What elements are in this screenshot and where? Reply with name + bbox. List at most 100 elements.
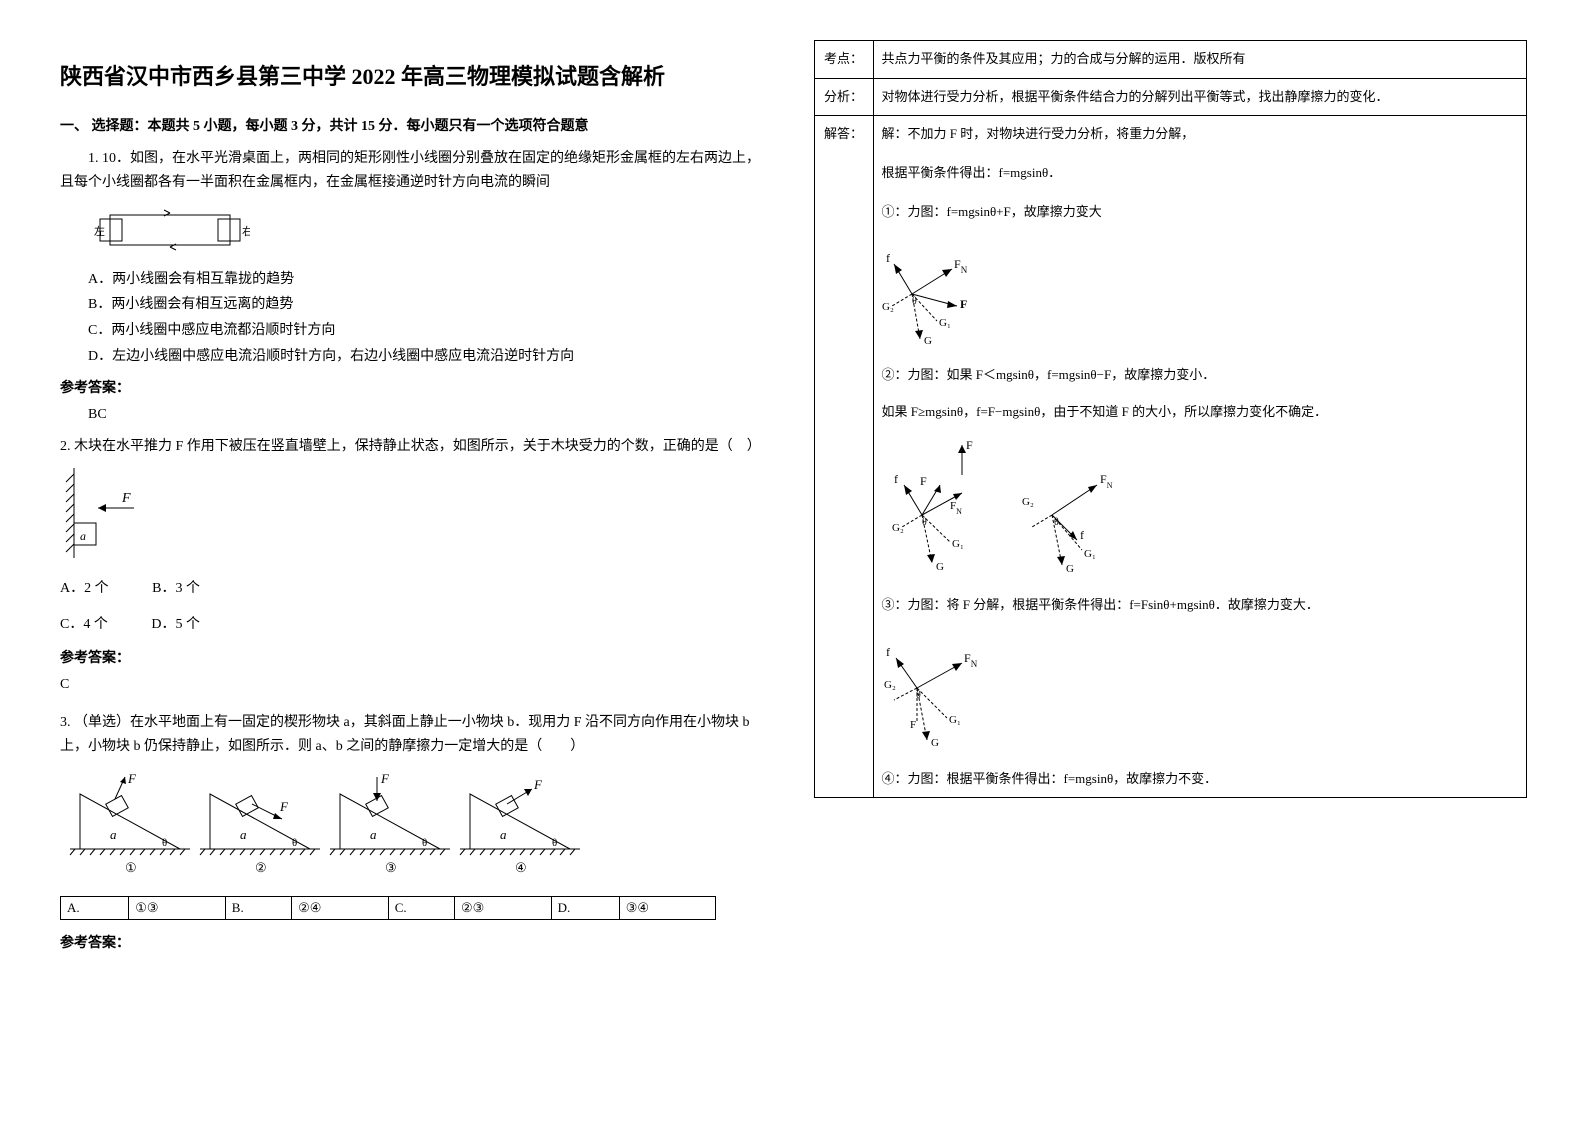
svg-text:θ: θ	[552, 837, 557, 849]
cell-C-label: C.	[388, 896, 454, 919]
q3-choice-table: A. ①③ B. ②④ C. ②③ D. ③④	[60, 896, 716, 920]
cell-A-value: ①③	[129, 896, 226, 919]
svg-text:G: G	[924, 335, 932, 347]
svg-text:FN: FN	[964, 651, 978, 669]
q2-row2: C．4 个 D．5 个	[60, 613, 774, 633]
cell-D-value: ③④	[619, 896, 716, 919]
jd-line2: 根据平衡条件得出：f=mgsinθ．	[882, 161, 1519, 186]
svg-text:G₁: G₁	[949, 714, 961, 726]
wedge-2: a θ F ②	[200, 794, 320, 875]
q1-optA: A．两小线圈会有相互靠拢的趋势	[60, 268, 774, 292]
q3-figure-row: a θ F ① a θ F	[60, 769, 774, 884]
svg-text:FN: FN	[950, 500, 962, 516]
svg-text:G₁: G₁	[952, 538, 964, 550]
svg-text:θ: θ	[292, 837, 297, 849]
exam-page: 陕西省汉中市西乡县第三中学 2022 年高三物理模拟试题含解析 一、 选择题：本…	[0, 0, 1587, 1122]
cell-B-value: ②④	[292, 896, 389, 919]
q3-stem: 3. （单选）在水平地面上有一固定的楔形物块 a，其斜面上静止一小物块 b．现用…	[60, 711, 774, 759]
row-kaodian: 考点： 共点力平衡的条件及其应用；力的合成与分解的运用．版权所有	[814, 41, 1527, 79]
wedge-3: a θ F ③	[330, 771, 450, 875]
fx-text: 对物体进行受力分析，根据平衡条件结合力的分解列出平衡等式，找出静摩擦力的变化．	[873, 78, 1527, 116]
row-fenxi: 分析： 对物体进行受力分析，根据平衡条件结合力的分解列出平衡等式，找出静摩擦力的…	[814, 78, 1527, 116]
cell-C-value: ②③	[454, 896, 551, 919]
svg-text:a: a	[370, 827, 377, 842]
svg-text:F: F	[960, 297, 967, 311]
jd-c3: ③：力图：将 F 分解，根据平衡条件得出：f=Fsinθ+mgsinθ．故摩擦力…	[882, 593, 1519, 618]
svg-text:②: ②	[255, 860, 267, 875]
svg-text:①: ①	[125, 860, 137, 875]
svg-text:F: F	[533, 777, 543, 792]
q1-answer-label: 参考答案：	[60, 377, 774, 397]
q2-optC: C．4 个	[60, 613, 108, 633]
q2-optA: A．2 个	[60, 577, 109, 597]
jd-c2b: 如果 F≥mgsinθ，f=F−mgsinθ，由于不知道 F 的大小，所以摩擦力…	[882, 400, 1519, 425]
cell-B-label: B.	[225, 896, 291, 919]
svg-text:θ: θ	[1054, 517, 1059, 528]
q1-answer: BC	[60, 403, 774, 427]
svg-text:a: a	[80, 529, 86, 543]
jd-label: 解答：	[814, 116, 873, 798]
analysis-table: 考点： 共点力平衡的条件及其应用；力的合成与分解的运用．版权所有 分析： 对物体…	[814, 40, 1528, 798]
svg-text:f: f	[1080, 528, 1084, 542]
svg-text:G: G	[1066, 563, 1074, 575]
q1-options: A．两小线圈会有相互靠拢的趋势 B．两小线圈会有相互远离的趋势 C．两小线圈中感…	[60, 266, 774, 371]
svg-text:f: f	[894, 472, 898, 486]
force-diagram-2: f F FN G₂ G₁ G	[882, 425, 1519, 594]
svg-text:F: F	[966, 438, 973, 452]
svg-text:FN: FN	[954, 257, 968, 275]
cell-A-label: A.	[61, 896, 129, 919]
svg-text:④: ④	[515, 860, 527, 875]
q1-stem: 1. 10．如图，在水平光滑桌面上，两相同的矩形刚性小线圈分别叠放在固定的绝缘矩…	[60, 147, 774, 195]
svg-text:θ: θ	[916, 690, 921, 701]
svg-text:G₂: G₂	[1022, 496, 1034, 508]
q3-answer-label: 参考答案：	[60, 932, 774, 952]
svg-text:θ: θ	[162, 837, 167, 849]
q1-optD: D．左边小线圈中感应电流沿顺时针方向，右边小线圈中感应电流沿逆时针方向	[60, 345, 774, 369]
svg-text:③: ③	[385, 860, 397, 875]
q1-optB: B．两小线圈会有相互远离的趋势	[60, 293, 774, 317]
svg-text:θ: θ	[922, 517, 927, 528]
jd-c2: ②：力图：如果 F＜mgsinθ，f=mgsinθ−F，故摩擦力变小．	[882, 363, 1519, 388]
q2-stem: 2. 木块在水平推力 F 作用下被压在竖直墙壁上，保持静止状态，如图所示，关于木…	[60, 435, 774, 459]
q2-optB: B．3 个	[152, 577, 200, 597]
svg-text:F: F	[279, 799, 289, 814]
svg-text:a: a	[110, 827, 117, 842]
q2-answer: C	[60, 673, 774, 697]
svg-text:f: f	[886, 251, 890, 265]
page-title: 陕西省汉中市西乡县第三中学 2022 年高三物理模拟试题含解析	[60, 60, 774, 93]
force-diagram-1: f FN F G₂ G₁ G θ	[882, 224, 1519, 363]
kd-text: 共点力平衡的条件及其应用；力的合成与分解的运用．版权所有	[873, 41, 1527, 79]
svg-text:G₁: G₁	[939, 317, 951, 329]
svg-text:F: F	[121, 491, 131, 506]
svg-text:F: F	[127, 771, 137, 786]
left-column: 陕西省汉中市西乡县第三中学 2022 年高三物理模拟试题含解析 一、 选择题：本…	[60, 40, 774, 1082]
q2-figure: a F	[64, 468, 774, 563]
q2-answer-label: 参考答案：	[60, 647, 774, 667]
wedge-1: a θ F ①	[70, 771, 190, 875]
force-diagram-3: f FN G₂ G₁ G F θ	[882, 618, 1519, 767]
q1-optC: C．两小线圈中感应电流都沿顺时针方向	[60, 319, 774, 343]
cell-D-label: D.	[551, 896, 619, 919]
svg-text:G: G	[936, 561, 944, 573]
svg-text:θ: θ	[912, 296, 917, 307]
right-column: 考点： 共点力平衡的条件及其应用；力的合成与分解的运用．版权所有 分析： 对物体…	[814, 40, 1528, 1082]
svg-text:左: 左	[94, 225, 105, 238]
q2-optD: D．5 个	[151, 613, 200, 633]
svg-text:θ: θ	[422, 837, 427, 849]
svg-text:G₂: G₂	[882, 301, 894, 313]
svg-text:FN: FN	[1100, 472, 1113, 490]
table-row: A. ①③ B. ②④ C. ②③ D. ③④	[61, 896, 716, 919]
svg-text:G₂: G₂	[892, 522, 904, 534]
section-heading: 一、 选择题：本题共 5 小题，每小题 3 分，共计 15 分．每小题只有一个选…	[60, 115, 774, 135]
svg-text:F: F	[920, 474, 927, 488]
jd-c1: ①：力图：f=mgsinθ+F，故摩擦力变大	[882, 200, 1519, 225]
svg-text:F: F	[380, 771, 390, 786]
kd-label: 考点：	[814, 41, 873, 79]
svg-text:G₁: G₁	[1084, 548, 1096, 560]
svg-text:f: f	[886, 645, 890, 659]
q2-row1: A．2 个 B．3 个	[60, 577, 774, 597]
jd-line1: 解：不加力 F 时，对物块进行受力分析，将重力分解，	[882, 122, 1519, 147]
row-jieda: 解答： 解：不加力 F 时，对物块进行受力分析，将重力分解， 根据平衡条件得出：…	[814, 116, 1527, 798]
q1-figure: 左 右	[90, 205, 774, 260]
svg-text:G₂: G₂	[884, 679, 896, 691]
